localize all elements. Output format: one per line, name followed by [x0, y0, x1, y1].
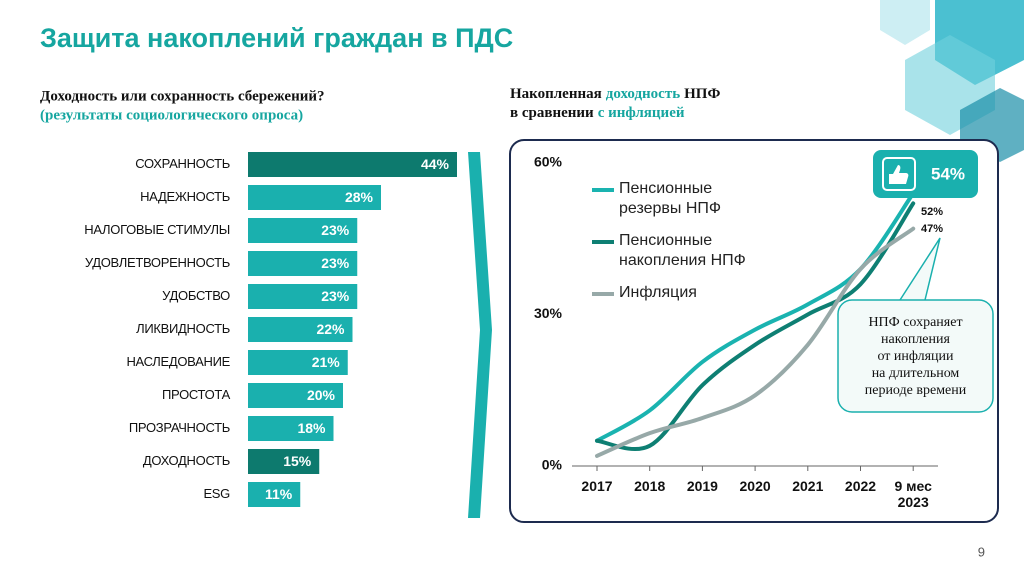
bar-value-label: 44%: [421, 156, 450, 172]
bar: [248, 416, 334, 441]
bar-value-label: 23%: [321, 222, 350, 238]
y-tick-label: 30%: [534, 305, 563, 321]
bar: [248, 185, 381, 210]
badge-value-label: 54%: [931, 164, 965, 183]
legend-label: Пенсионные накопления НПФ: [619, 232, 746, 269]
y-tick-label: 0%: [542, 457, 563, 473]
category-label: ЛИКВИДНОСТЬ: [136, 321, 230, 336]
bar: [248, 251, 358, 276]
category-label: УДОБСТВО: [162, 288, 230, 303]
thumb: [889, 165, 909, 184]
x-tick-label: 2019: [686, 478, 718, 494]
chevron: [468, 152, 492, 518]
x-tick-label-box: 2020: [739, 478, 771, 494]
annotation-box: [837, 299, 994, 413]
x-tick-label-box: 2021: [792, 478, 824, 494]
decor-hexagons: [880, 0, 1024, 162]
slide-title: Защита накоплений граждан в ПДС: [40, 23, 513, 53]
bar: [248, 482, 301, 507]
category-label: НАДЕЖНОСТЬ: [140, 189, 230, 204]
bar-value-label: 15%: [283, 453, 312, 469]
title-part: с инфляцией: [598, 105, 685, 121]
title-part: НПФ: [684, 86, 720, 102]
title-part: Накопленная: [510, 86, 602, 102]
right-title: Накопленная доходность НПФ в сравнении с инф…: [510, 86, 720, 121]
x-tick-label: 2018: [634, 478, 666, 494]
category-label: ESG: [203, 486, 230, 501]
bar-value-label: 22%: [316, 321, 345, 337]
bar-value-label: 23%: [321, 288, 350, 304]
category-label: ДОХОДНОСТЬ: [143, 453, 230, 468]
legend-label-box: Пенсионные резервы НПФ: [619, 180, 722, 217]
category-label: ПРОЗРАЧНОСТЬ: [129, 420, 230, 435]
title-part: доходность: [606, 86, 680, 102]
category-label: НАСЛЕДОВАНИЕ: [126, 354, 230, 369]
bar: [248, 218, 358, 243]
x-tick-label-box: 2022: [844, 478, 877, 494]
bar-value-label: 20%: [307, 387, 336, 403]
bar: [248, 317, 353, 342]
bar-value-label: 23%: [321, 255, 350, 271]
left-title: Доходность или сохранность сбережений?: [40, 88, 325, 104]
legend-label-box: Инфляция: [619, 284, 697, 301]
annotation-box: НПФ сохраняет накопления от инфляции на …: [864, 315, 967, 398]
end-value-label: 47%: [921, 223, 943, 235]
category-label: НАЛОГОВЫЕ СТИМУЛЫ: [84, 222, 230, 237]
thumb-icon: [882, 157, 916, 191]
bar-value-label: 18%: [297, 420, 326, 436]
bar-value-label: 11%: [265, 486, 293, 502]
bar: [248, 152, 457, 177]
x-tick-label: 2021: [792, 478, 824, 494]
page-number: 9: [978, 544, 985, 559]
x-tick-label-box: 9 мес 2023: [894, 478, 932, 510]
legend-label: Пенсионные резервы НПФ: [619, 180, 722, 217]
series-line: [595, 201, 916, 452]
category-label: УДОВЛЕТВОРЕННОСТЬ: [85, 255, 230, 270]
bar-value-label: 28%: [345, 189, 374, 205]
badge: [873, 150, 978, 198]
legend-label-box: Пенсионные накопления НПФ: [619, 232, 746, 269]
bar: [248, 350, 348, 375]
x-tick-label: 2020: [739, 478, 771, 494]
end-value-label: 52%: [921, 206, 943, 218]
bar: [248, 284, 358, 309]
left-subtitle: (результаты социологического опроса): [40, 107, 303, 123]
bar: [248, 383, 343, 408]
x-tick-label: 2017: [581, 478, 613, 494]
x-tick-label-box: 2019: [686, 478, 718, 494]
title-part: в сравнении: [510, 105, 594, 121]
bar: [248, 449, 320, 474]
legend-label: Инфляция: [619, 284, 697, 301]
series-line: [595, 226, 916, 458]
annotation: НПФ сохраняет накопления от инфляции на …: [864, 315, 967, 398]
x-tick-label: 9 мес 2023: [894, 478, 932, 510]
x-tick-label-box: 2017: [581, 478, 613, 494]
annotation-pointer: [899, 237, 941, 301]
category-label: СОХРАННОСТЬ: [135, 156, 230, 171]
category-label: ПРОСТОТА: [162, 387, 231, 402]
x-tick-label-box: 2018: [634, 478, 666, 494]
bar-value-label: 21%: [312, 354, 341, 370]
x-tick-label: 2022: [844, 478, 877, 494]
y-tick-label: 60%: [534, 154, 563, 170]
